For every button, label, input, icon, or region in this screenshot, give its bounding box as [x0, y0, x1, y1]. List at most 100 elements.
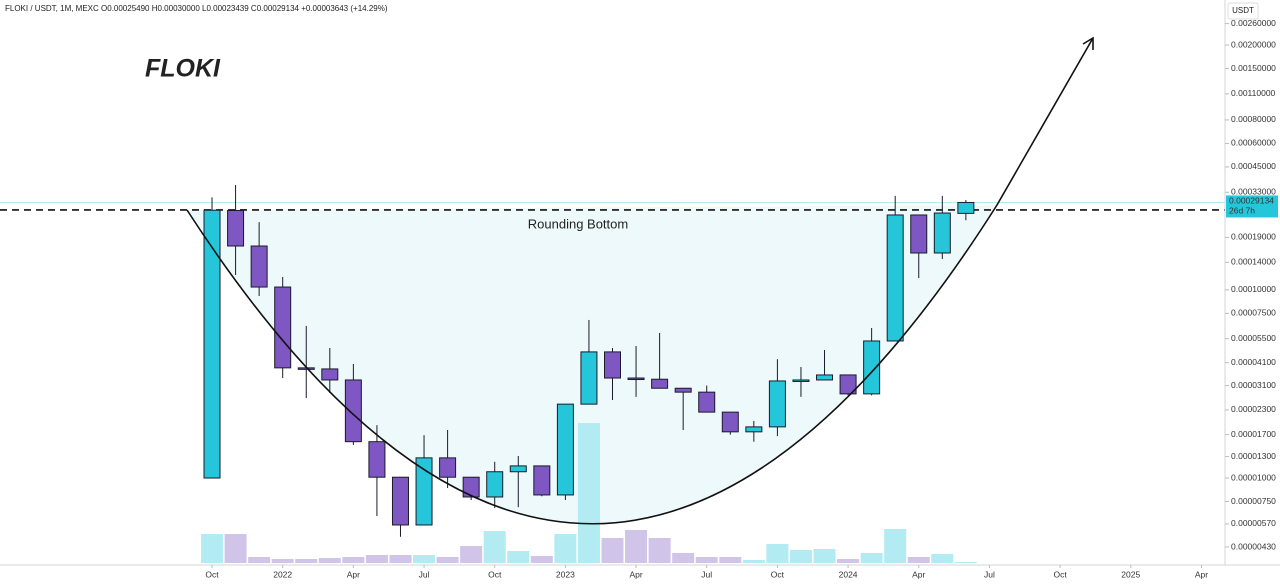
volume-bar: [248, 557, 271, 563]
x-tick-label: Apr: [912, 569, 925, 579]
y-tick-label: 0.00200000: [1231, 39, 1276, 49]
y-tick-label: 0.00000750: [1231, 496, 1276, 506]
volume-bar: [530, 556, 553, 563]
y-tick-label: 0.00080000: [1231, 114, 1276, 124]
y-tick-label: 0.00045000: [1231, 161, 1276, 171]
x-tick-label: Oct: [771, 569, 785, 579]
volume-bar: [860, 553, 883, 563]
volume-bar: [837, 559, 860, 563]
candle-body: [344, 379, 362, 443]
y-tick-label: 0.00010000: [1231, 284, 1276, 294]
volume-bar: [719, 557, 742, 563]
y-tick-label: 0.00000430: [1231, 541, 1276, 551]
x-tick-label: Jul: [419, 569, 430, 579]
candle-body: [792, 379, 810, 382]
candle-body: [768, 380, 786, 428]
candle-body: [910, 214, 928, 254]
y-tick-label: 0.00033000: [1231, 187, 1276, 197]
y-tick-label: 0.00150000: [1231, 63, 1276, 73]
volume-bar: [318, 558, 341, 563]
volume-bar: [342, 557, 365, 563]
candle-body: [863, 340, 881, 395]
x-tick-label: 2022: [273, 569, 292, 579]
volume-bar: [813, 549, 836, 563]
x-tick-label: Oct: [205, 569, 219, 579]
volume-bar: [625, 530, 648, 563]
x-tick-label: Apr: [1195, 569, 1208, 579]
candle-body: [674, 387, 692, 393]
candle-body: [533, 465, 551, 496]
y-tick-label: 0.00000570: [1231, 518, 1276, 528]
candle-body: [745, 426, 763, 433]
volume-bar: [389, 555, 412, 563]
volume-bar: [436, 557, 459, 563]
volume-bar: [577, 423, 600, 563]
candle-body: [509, 465, 527, 473]
volume-bar: [884, 529, 907, 563]
volume-bar: [766, 544, 789, 563]
volume-bar: [460, 546, 483, 563]
candle-body: [604, 351, 621, 379]
y-tick-label: 0.00001300: [1231, 451, 1276, 461]
candle-body: [627, 377, 645, 381]
candle-body: [321, 368, 339, 381]
candle-body: [227, 210, 245, 247]
volume-bar: [201, 534, 224, 563]
candle-body: [651, 378, 669, 389]
volume-bar: [554, 534, 577, 563]
volume-bar: [601, 538, 624, 563]
candle-body: [391, 476, 409, 526]
x-tick-label: Jul: [701, 569, 712, 579]
y-tick-label: 0.00001000: [1231, 472, 1276, 482]
symbol-header: FLOKI / USDT, 1M, MEXC O0.00025490 H0.00…: [5, 4, 388, 13]
volume-bar: [695, 557, 718, 563]
candle-body: [698, 391, 716, 413]
last-price-label: 0.00029134: [1229, 196, 1274, 206]
arrow-head: [1082, 36, 1094, 50]
candle-body: [486, 471, 504, 498]
y-tick-label: 0.00060000: [1231, 138, 1276, 148]
x-tick-label: Apr: [347, 569, 360, 579]
volume-bar: [742, 560, 765, 563]
volume-bar: [413, 555, 436, 563]
candle-body: [274, 286, 292, 369]
y-tick-label: 0.00004100: [1231, 357, 1276, 367]
volume-bar: [224, 534, 247, 563]
y-tick-label: 0.00019000: [1231, 232, 1276, 242]
x-tick-label: Oct: [488, 569, 502, 579]
chart-title: FLOKI: [145, 55, 221, 83]
volume-bar: [365, 555, 388, 563]
x-tick-label: Apr: [629, 569, 642, 579]
y-tick-label: 0.00005500: [1231, 333, 1276, 343]
candle-body: [816, 374, 834, 381]
candle-body: [721, 411, 739, 433]
x-tick-label: 2025: [1121, 569, 1140, 579]
volume-bar: [271, 559, 294, 563]
volume-bar: [507, 551, 530, 563]
x-tick-label: 2024: [839, 569, 858, 579]
volume-bar: [907, 557, 930, 563]
volume-bar: [954, 562, 977, 563]
currency-box: [1227, 2, 1259, 20]
candle-body: [886, 214, 904, 342]
last-price-box: [1226, 195, 1278, 218]
y-tick-label: 0.00014000: [1231, 257, 1276, 267]
countdown: 26d 7h: [1229, 206, 1255, 216]
candle-body: [957, 201, 975, 214]
candle-body: [203, 209, 221, 479]
pattern-label: Rounding Bottom: [528, 216, 628, 231]
x-tick-label: Oct: [1053, 569, 1067, 579]
y-tick-label: 0.00260000: [1231, 18, 1276, 28]
y-tick-label: 0.00003100: [1231, 380, 1276, 390]
y-tick-label: 0.00110000: [1231, 88, 1276, 98]
candle-body: [462, 476, 480, 498]
y-tick-label: 0.00001700: [1231, 429, 1276, 439]
y-tick-label: 0.00002300: [1231, 404, 1276, 414]
plot: [0, 184, 1225, 563]
candle-body: [556, 403, 574, 496]
volume-bar: [931, 554, 954, 563]
x-tick-label: 2023: [556, 569, 575, 579]
volume-bar: [648, 538, 671, 563]
volume-bar: [295, 559, 318, 563]
